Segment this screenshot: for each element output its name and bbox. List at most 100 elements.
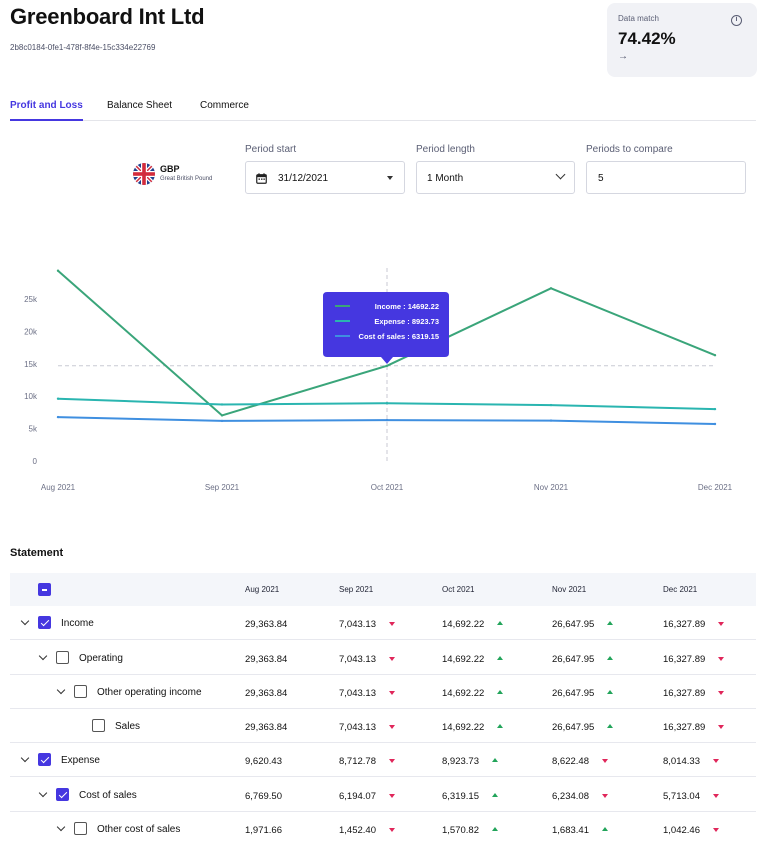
data-point[interactable] [56,415,60,419]
data-point[interactable] [385,402,389,405]
trend-down-icon [712,794,719,798]
chevron-down-icon[interactable] [56,822,66,832]
value-cell: 9,620.43 [245,756,282,767]
row-checkbox[interactable] [92,719,105,732]
table-row[interactable]: Income 29,363.84 7,043.13 14,692.22 26,647.9… [10,606,756,640]
trend-down-icon [388,794,395,798]
tab-balance-sheet[interactable]: Balance Sheet [107,100,173,111]
tooltip-line: Cost of sales : 6319.15 [359,332,439,341]
data-point[interactable] [220,414,224,417]
trend-down-icon [388,622,395,626]
x-tick-label: Oct 2021 [371,483,404,492]
data-point[interactable] [385,418,389,422]
column-header: Nov 2021 [552,585,587,594]
trend-up-icon [497,690,504,694]
x-tick-label: Nov 2021 [534,483,569,492]
value-cell: 6,194.07 [339,791,376,802]
data-point[interactable] [385,364,389,367]
x-tick-label: Dec 2021 [698,483,733,492]
data-point[interactable] [56,269,60,272]
chevron-down-icon[interactable] [20,616,30,626]
tooltip-line: Expense : 8923.73 [374,317,439,326]
company-id: 2b8c0184-0fe1-478f-8f4e-15c334e22769 [10,43,156,52]
column-header: Dec 2021 [663,585,698,594]
currency-name: Great British Pound [160,176,213,182]
data-point[interactable] [713,407,717,411]
trend-up-icon [497,656,504,660]
value-cell: 1,042.46 [663,825,700,836]
row-label: Expense [61,755,100,766]
column-header: Aug 2021 [245,585,280,594]
chevron-down-icon[interactable] [20,753,30,763]
trend-down-icon [388,725,395,729]
row-checkbox[interactable] [56,651,69,664]
currency-code: GBP [160,164,180,174]
row-checkbox[interactable] [38,753,51,766]
info-icon[interactable]: i [731,15,742,26]
trend-up-icon [497,621,504,625]
value-cell: 26,647.95 [552,722,595,733]
y-tick-label: 20k [24,327,38,336]
value-cell: 8,923.73 [442,756,479,767]
table-row[interactable]: Sales 29,363.84 7,043.13 14,692.22 26,647.95… [10,709,756,743]
row-checkbox[interactable] [74,822,87,835]
y-tick-label: 5k [29,425,38,434]
chevron-down-icon[interactable] [38,651,48,661]
column-header: Sep 2021 [339,585,374,594]
row-checkbox[interactable] [74,685,87,698]
data-point[interactable] [220,403,224,406]
statement-title: Statement [10,547,64,559]
tab-profit-and-loss[interactable]: Profit and Loss [10,100,83,121]
y-tick-label: 25k [24,295,38,304]
period-start-picker[interactable]: 31/12/2021 [245,161,405,194]
trend-up-icon [607,656,614,660]
value-cell: 6,319.15 [442,791,479,802]
value-cell: 8,712.78 [339,756,376,767]
trend-up-icon [491,758,498,762]
tab-commerce[interactable]: Commerce [200,100,249,111]
data-point[interactable] [549,419,553,422]
table-header: Aug 2021 Sep 2021 Oct 2021 Nov 2021 Dec … [10,573,756,606]
data-point[interactable] [56,397,60,400]
period-length-select[interactable]: 1 Month [416,161,575,194]
data-match-card[interactable]: Data match 74.42% → i [607,3,757,77]
table-row[interactable]: Other operating income 29,363.84 7,043.13 1… [10,675,756,709]
arrow-right-icon[interactable]: → [618,51,628,62]
row-checkbox[interactable] [56,788,69,801]
trend-down-icon [718,725,725,729]
chevron-down-icon[interactable] [56,685,66,695]
periods-compare-value: 5 [598,173,604,184]
table-row[interactable]: Cost of sales 6,769.50 6,194.07 6,319.15 6,2… [10,778,756,812]
trend-down-icon [601,759,608,763]
row-label: Operating [79,653,123,664]
value-cell: 6,769.50 [245,791,282,802]
value-cell: 8,622.48 [552,756,589,767]
select-all-checkbox[interactable] [38,583,51,596]
period-start-label: Period start [245,144,297,155]
value-cell: 7,043.13 [339,654,376,665]
table-row[interactable]: Operating 29,363.84 7,043.13 14,692.22 26,64… [10,641,756,675]
tooltip-line: Income : 14692.22 [375,302,439,311]
value-cell: 1,570.82 [442,825,479,836]
value-cell: 7,043.13 [339,722,376,733]
company-name: Greenboard Int Ltd [10,4,205,29]
row-checkbox[interactable] [38,616,51,629]
value-cell: 14,692.22 [442,654,485,665]
chevron-down-icon[interactable] [38,788,48,798]
row-label: Other cost of sales [97,824,181,835]
trend-up-icon [601,827,608,831]
data-point[interactable] [713,422,717,426]
value-cell: 8,014.33 [663,756,700,767]
table-row[interactable]: Expense 9,620.43 8,712.78 8,923.73 8,622.48 8… [10,743,756,777]
data-match-label: Data match [618,14,659,23]
trend-up-icon [607,690,614,694]
trend-up-icon [491,827,498,831]
period-length-label: Period length [416,144,475,155]
data-point[interactable] [713,354,717,357]
data-point[interactable] [549,403,553,407]
periods-compare-input[interactable]: 5 [586,161,746,194]
data-point[interactable] [549,287,553,290]
data-point[interactable] [220,419,224,423]
trend-up-icon [607,724,614,728]
table-row[interactable]: Other cost of sales 1,971.66 1,452.40 1,570… [10,812,756,845]
